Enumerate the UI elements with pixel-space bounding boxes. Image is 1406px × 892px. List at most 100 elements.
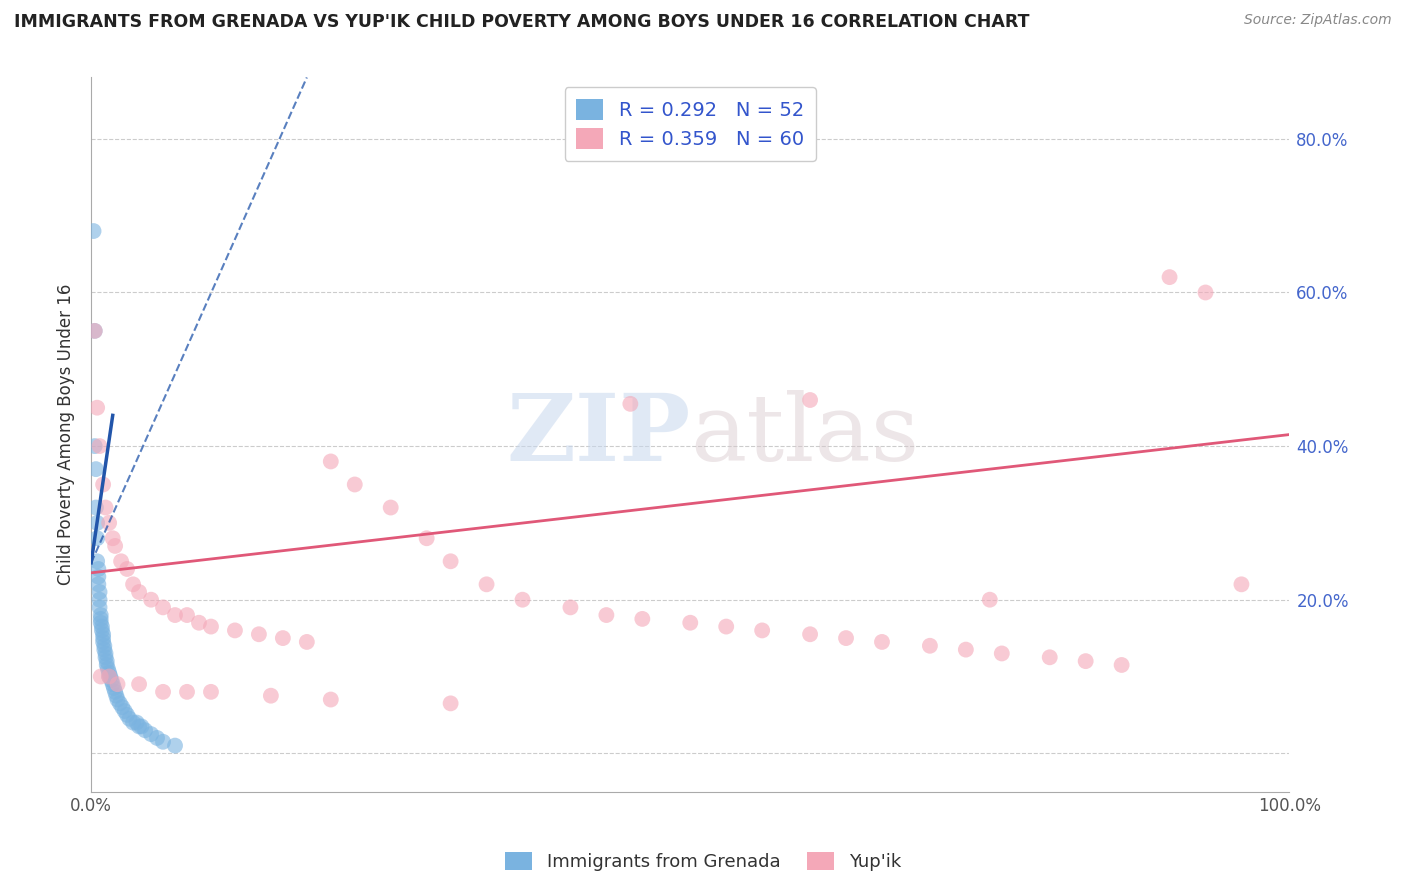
Point bbox=[111, 700, 134, 714]
Point bbox=[439, 554, 461, 568]
Point bbox=[152, 685, 174, 699]
Point bbox=[83, 224, 105, 238]
Point bbox=[188, 615, 211, 630]
Point bbox=[955, 642, 977, 657]
Point bbox=[93, 642, 115, 657]
Point bbox=[979, 592, 1001, 607]
Point bbox=[380, 500, 402, 515]
Point bbox=[319, 692, 342, 706]
Point bbox=[176, 685, 198, 699]
Point bbox=[131, 719, 153, 733]
Y-axis label: Child Poverty Among Boys Under 16: Child Poverty Among Boys Under 16 bbox=[58, 284, 75, 585]
Point bbox=[104, 685, 127, 699]
Point bbox=[105, 689, 128, 703]
Point bbox=[118, 712, 141, 726]
Point bbox=[87, 562, 110, 576]
Point bbox=[1039, 650, 1062, 665]
Point bbox=[139, 592, 162, 607]
Point bbox=[271, 631, 294, 645]
Point bbox=[415, 531, 437, 545]
Point bbox=[152, 735, 174, 749]
Point bbox=[835, 631, 858, 645]
Point bbox=[122, 577, 145, 591]
Point bbox=[122, 715, 145, 730]
Point bbox=[343, 477, 366, 491]
Point bbox=[631, 612, 654, 626]
Point bbox=[200, 685, 222, 699]
Point bbox=[104, 539, 127, 553]
Point bbox=[110, 554, 132, 568]
Point bbox=[224, 624, 246, 638]
Point bbox=[319, 454, 342, 468]
Point bbox=[134, 723, 156, 738]
Point bbox=[89, 439, 111, 453]
Point bbox=[107, 677, 129, 691]
Point bbox=[107, 692, 129, 706]
Text: Source: ZipAtlas.com: Source: ZipAtlas.com bbox=[1244, 13, 1392, 28]
Point bbox=[799, 392, 821, 407]
Point bbox=[90, 608, 112, 623]
Point bbox=[98, 669, 121, 683]
Point bbox=[98, 669, 121, 683]
Point bbox=[1111, 657, 1133, 672]
Text: IMMIGRANTS FROM GRENADA VS YUP'IK CHILD POVERTY AMONG BOYS UNDER 16 CORRELATION : IMMIGRANTS FROM GRENADA VS YUP'IK CHILD … bbox=[14, 13, 1029, 31]
Point bbox=[751, 624, 773, 638]
Legend: Immigrants from Grenada, Yup'ik: Immigrants from Grenada, Yup'ik bbox=[498, 845, 908, 879]
Point bbox=[128, 719, 150, 733]
Point bbox=[87, 577, 110, 591]
Point bbox=[91, 477, 114, 491]
Point bbox=[93, 639, 115, 653]
Text: ZIP: ZIP bbox=[506, 390, 690, 480]
Point bbox=[1230, 577, 1253, 591]
Point bbox=[96, 654, 118, 668]
Point bbox=[146, 731, 169, 745]
Text: atlas: atlas bbox=[690, 390, 920, 480]
Point bbox=[163, 608, 186, 623]
Point bbox=[1074, 654, 1097, 668]
Point bbox=[86, 401, 108, 415]
Point bbox=[98, 665, 121, 680]
Point bbox=[128, 585, 150, 599]
Point bbox=[91, 624, 114, 638]
Point bbox=[799, 627, 821, 641]
Point bbox=[512, 592, 534, 607]
Point bbox=[91, 619, 114, 633]
Point bbox=[89, 592, 111, 607]
Point bbox=[90, 612, 112, 626]
Point bbox=[94, 650, 117, 665]
Point bbox=[1159, 270, 1181, 285]
Point bbox=[96, 657, 118, 672]
Point bbox=[84, 500, 107, 515]
Point bbox=[247, 627, 270, 641]
Point bbox=[918, 639, 941, 653]
Legend: R = 0.292   N = 52, R = 0.359   N = 60: R = 0.292 N = 52, R = 0.359 N = 60 bbox=[565, 87, 815, 161]
Point bbox=[139, 727, 162, 741]
Point bbox=[475, 577, 498, 591]
Point bbox=[439, 697, 461, 711]
Point bbox=[90, 669, 112, 683]
Point bbox=[152, 600, 174, 615]
Point bbox=[595, 608, 617, 623]
Point bbox=[98, 669, 121, 683]
Point bbox=[83, 324, 105, 338]
Point bbox=[89, 585, 111, 599]
Point bbox=[87, 569, 110, 583]
Point bbox=[86, 531, 108, 545]
Point bbox=[83, 324, 105, 338]
Point bbox=[991, 647, 1014, 661]
Point bbox=[97, 662, 120, 676]
Point bbox=[94, 500, 117, 515]
Point bbox=[100, 673, 122, 688]
Point bbox=[114, 704, 136, 718]
Point bbox=[108, 697, 131, 711]
Point bbox=[86, 516, 108, 530]
Point bbox=[295, 635, 318, 649]
Point bbox=[716, 619, 738, 633]
Point bbox=[89, 600, 111, 615]
Point bbox=[86, 554, 108, 568]
Point bbox=[163, 739, 186, 753]
Point bbox=[870, 635, 893, 649]
Point bbox=[125, 715, 148, 730]
Point bbox=[98, 516, 121, 530]
Point bbox=[101, 531, 124, 545]
